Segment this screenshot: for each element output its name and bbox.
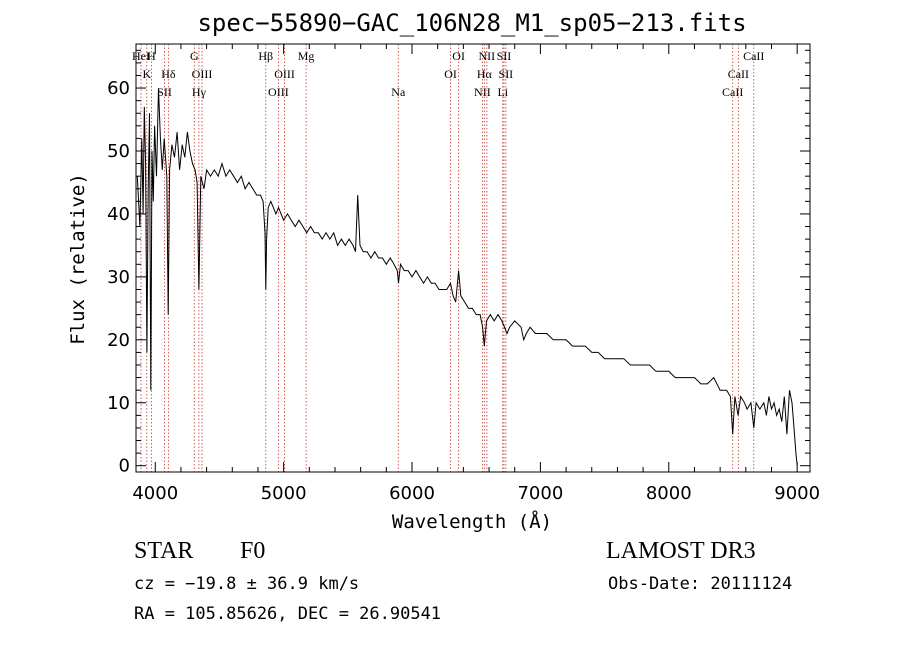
x-tick-label: 9000	[774, 483, 820, 504]
line-marker-label: CaII	[743, 49, 764, 63]
object-subclass: F0	[240, 538, 266, 564]
line-marker-label: NII	[479, 49, 496, 63]
x-tick-label: 4000	[132, 483, 178, 504]
line-marker-label: Hβ	[258, 49, 273, 63]
line-marker-labels: HeIKHSIIHδGHγOIIIHβOIIIOIIIMgNaOIOINIIHα…	[132, 49, 764, 99]
line-marker-label: OI	[444, 67, 457, 81]
line-marker-label: Na	[391, 85, 406, 99]
line-marker-label: Hγ	[192, 85, 207, 99]
y-tick-label: 20	[107, 330, 130, 351]
line-marker-label: SII	[157, 85, 172, 99]
redshift-velocity: cz = −19.8 ± 36.9 km/s	[134, 574, 360, 594]
x-tick-label: 5000	[261, 483, 307, 504]
line-marker-label: G	[190, 49, 199, 63]
line-marker-label: HeI	[132, 49, 150, 63]
survey-name: LAMOST DR3	[606, 538, 756, 564]
y-tick-label: 50	[107, 141, 130, 162]
line-marker-label: OI	[452, 49, 465, 63]
coordinates: RA = 105.85626, DEC = 26.90541	[134, 604, 442, 624]
x-axis-label: Wavelength (Å)	[392, 510, 552, 533]
line-marker-label: K	[142, 67, 151, 81]
y-axis-ticks: 0 10 20 30 40 50 60	[107, 49, 810, 477]
x-tick-label: 6000	[389, 483, 435, 504]
x-tick-label: 7000	[517, 483, 563, 504]
plot-frame	[135, 43, 811, 473]
line-marker-label: Hα	[477, 67, 493, 81]
chart-title: spec−55890−GAC_106N28_M1_sp05−213.fits	[197, 9, 746, 37]
line-marker-label: CaII	[722, 85, 743, 99]
observation-date: Obs-Date: 20111124	[608, 574, 793, 594]
y-tick-label: 10	[107, 393, 130, 414]
y-tick-label: 0	[119, 456, 130, 477]
line-marker-label: Li	[497, 85, 508, 99]
x-axis-ticks: 4000 5000 6000 7000 8000 9000	[132, 44, 820, 504]
line-marker-label: OIII	[274, 67, 295, 81]
line-marker-label: Mg	[298, 49, 315, 63]
y-tick-label: 60	[107, 78, 130, 99]
y-axis-label: Flux (relative)	[67, 173, 89, 345]
line-marker-label: OIII	[192, 67, 213, 81]
object-class: STAR	[134, 538, 194, 564]
line-marker-label: NII	[474, 85, 491, 99]
line-marker-label: Hδ	[161, 67, 176, 81]
line-marker-label: H	[147, 49, 156, 63]
line-marker-label: CaII	[728, 67, 749, 81]
x-tick-label: 8000	[646, 483, 692, 504]
y-tick-label: 40	[107, 204, 130, 225]
y-tick-label: 30	[107, 267, 130, 288]
line-markers	[140, 44, 755, 472]
line-marker-label: SII	[499, 67, 514, 81]
line-marker-label: SII	[497, 49, 512, 63]
line-marker-label: OIII	[268, 85, 289, 99]
spectrum-line	[136, 88, 798, 466]
